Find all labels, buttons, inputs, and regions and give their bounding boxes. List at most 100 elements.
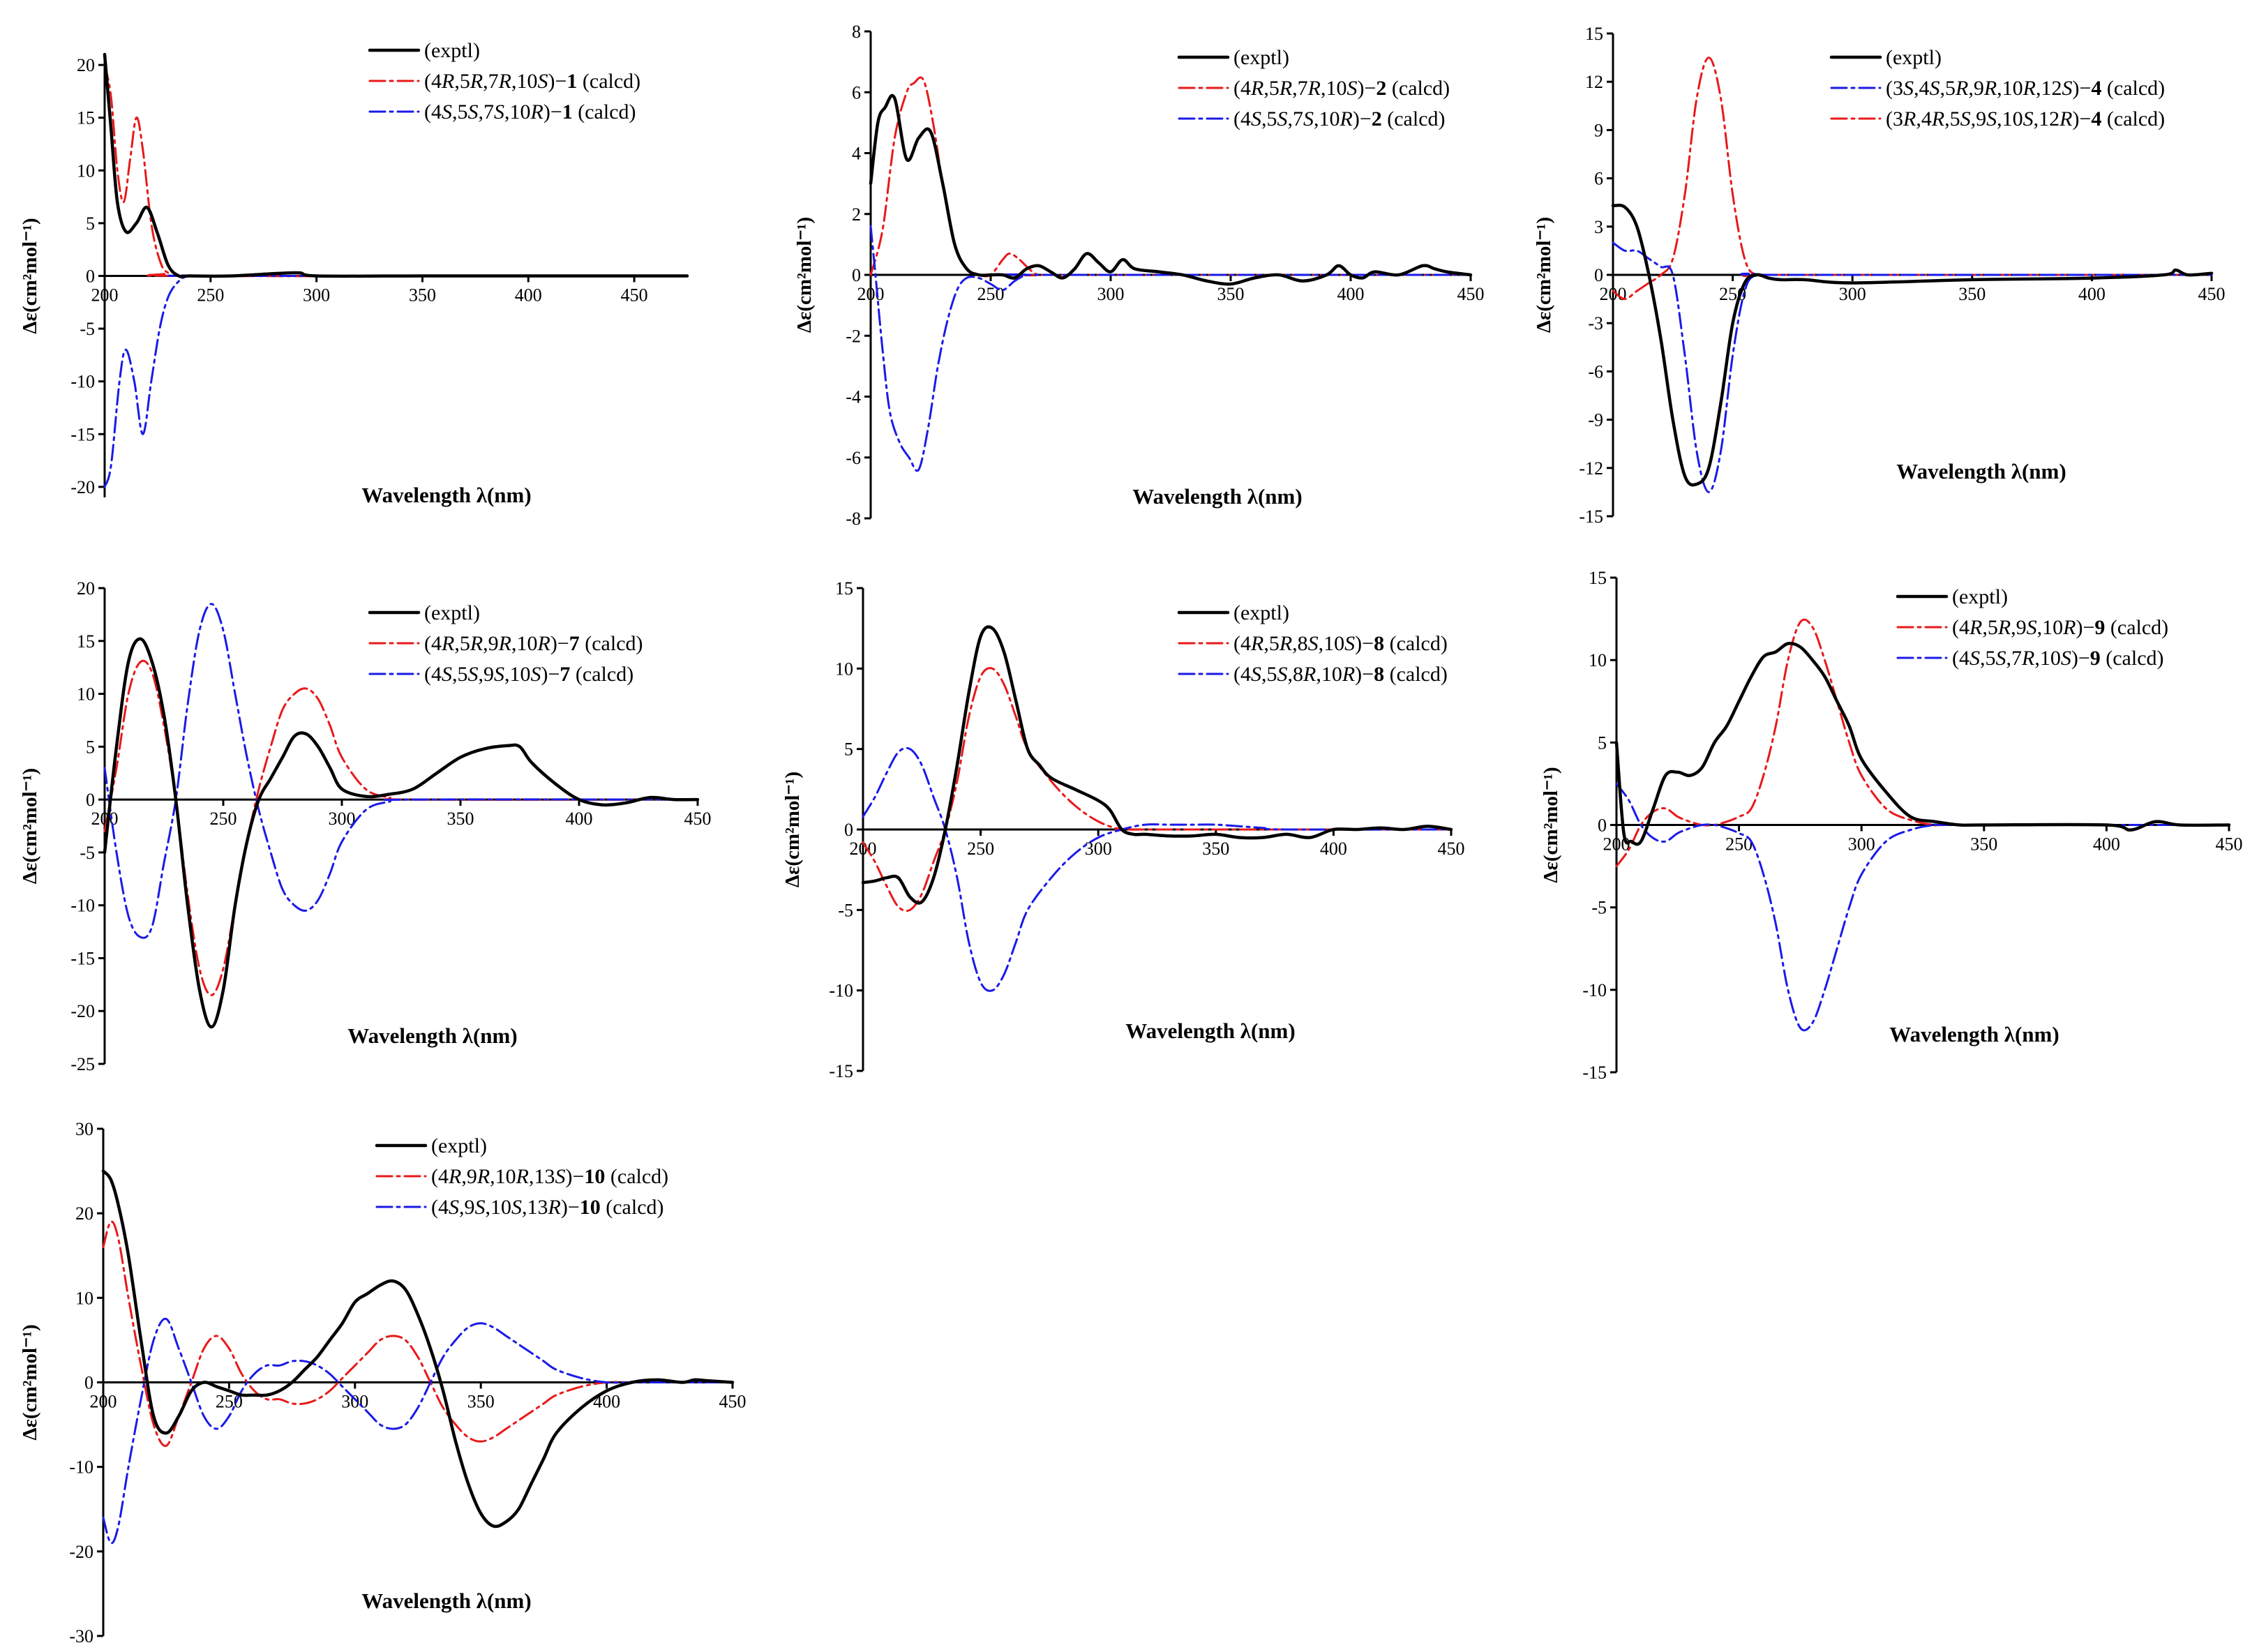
legend-text-run: ,5 — [1944, 107, 1960, 130]
y-tick-label: -6 — [1588, 361, 1603, 382]
legend-entry: (4R,5R,7R,10S)−2 (calcd) — [1233, 77, 1450, 100]
x-tick-label: 300 — [303, 285, 330, 306]
legend-text-run: (4 — [424, 70, 442, 93]
y-tick-label: 5 — [86, 737, 95, 757]
legend-entry: (4S,5S,7S,10R)−2 (calcd) — [1233, 107, 1446, 130]
y-tick-label: 2 — [852, 204, 861, 225]
y-tick-label: -10 — [70, 896, 95, 916]
x-tick-label: 400 — [1320, 839, 1347, 859]
legend-text-run: R — [1903, 107, 1916, 130]
series-line-calcd-2 — [1615, 782, 2230, 1032]
series-line-calcd-2 — [103, 603, 699, 939]
legend-text-run: ,10 — [1321, 77, 1347, 100]
legend: (exptl)(4R,5R,9R,10R)−7 (calcd)(4S,5S,9S… — [368, 601, 643, 686]
legend-text-run: R — [1340, 107, 1353, 130]
legend-text-run: (calcd) — [1382, 107, 1446, 130]
legend-text-run: (exptl) — [424, 601, 480, 624]
legend-text-run: S — [2023, 107, 2034, 130]
y-tick-label: -5 — [1591, 898, 1607, 918]
legend-text-run: S — [2027, 616, 2037, 639]
legend-text-run: ,7 — [1288, 107, 1304, 130]
legend-text-run: )− — [2072, 107, 2091, 130]
x-tick-label: 300 — [1085, 839, 1112, 859]
legend-entry: (exptl) — [1952, 585, 2008, 608]
y-tick-label: -15 — [829, 1061, 853, 1081]
legend-text-run: R — [470, 632, 483, 655]
legend-text-run: (4 — [1952, 616, 1969, 639]
y-tick-label: -3 — [1588, 313, 1603, 333]
legend: (exptl)(4R,9R,10R,13S)−10 (calcd)(4S,9S,… — [375, 1134, 668, 1219]
legend-text-run: R — [498, 632, 511, 655]
legend-text-run: (calcd) — [2101, 107, 2165, 130]
legend-text-run: R — [448, 1165, 461, 1188]
legend-text-run: R — [1983, 77, 1997, 100]
legend-entry: (4S,5S,9S,10S)−7 (calcd) — [424, 663, 633, 686]
legend-text-run: R — [1279, 632, 1292, 655]
legend-text-run: ,12 — [2034, 107, 2060, 130]
legend-text-run: 2 — [1376, 77, 1386, 100]
legend-text-run: ,8 — [1288, 663, 1304, 686]
legend-entry: (4R,5R,9S,10R)−9 (calcd) — [1952, 616, 2168, 639]
y-axis-label: Δε(cm²mol⁻¹) — [19, 218, 41, 333]
legend-text-run: 4 — [2091, 107, 2101, 130]
y-tick-label: 6 — [852, 82, 861, 103]
y-axis-label: Δε(cm²mol⁻¹) — [793, 217, 816, 333]
legend-text-run: R — [1969, 616, 1982, 639]
legend-text-run: ,5 — [452, 100, 468, 123]
y-tick-label: 4 — [852, 144, 861, 164]
series-line-exptl — [861, 625, 1453, 905]
chart-panel-1: -20 -15 -10 -5 0 5 10 15 20 200 250 300 350 400 450 Wav… — [19, 39, 689, 507]
y-tick-label: 0 — [1594, 265, 1603, 285]
legend-text-run: ,10 — [504, 663, 531, 686]
legend-text-run: S — [475, 1196, 486, 1219]
legend-text-run: (calcd) — [605, 1165, 668, 1188]
legend-entry: (4S,5S,7R,10S)−9 (calcd) — [1952, 647, 2164, 670]
legend-text-run: R — [1250, 632, 1263, 655]
x-tick-label: 300 — [329, 809, 356, 829]
x-tick-label: 200 — [91, 285, 119, 306]
legend-text-run: )− — [2071, 647, 2090, 670]
series-line-calcd-1 — [862, 667, 1453, 913]
legend-text-run: ,10 — [486, 1196, 512, 1219]
legend-text-run: S — [1251, 663, 1261, 686]
x-tick-label: 350 — [1202, 839, 1229, 859]
legend-text-run: R — [1955, 77, 1968, 100]
y-tick-label: 12 — [1585, 72, 1603, 92]
legend-text-run: (3 — [1886, 107, 1903, 130]
x-tick-label: 350 — [1958, 284, 1986, 304]
legend-text-run: R — [1997, 616, 2011, 639]
legend-text-run: ,5 — [454, 70, 470, 93]
legend-text-run: ,5 — [454, 632, 470, 655]
series-line-exptl — [1611, 203, 2214, 487]
legend-entry: (exptl) — [424, 601, 480, 624]
legend-text-run: (4 — [1233, 632, 1251, 655]
x-tick-label: 450 — [1457, 284, 1485, 304]
y-tick-label: -12 — [1579, 458, 1603, 479]
legend-text-run: S — [1251, 107, 1261, 130]
legend-text-run: )− — [561, 1196, 580, 1219]
series-line-exptl — [103, 637, 700, 1029]
legend-text-run: )− — [1355, 663, 1374, 686]
legend-text-run: ,10 — [1319, 632, 1345, 655]
legend-text-run: (calcd) — [570, 663, 633, 686]
legend-text-run: (calcd) — [1384, 663, 1448, 686]
y-tick-label: 0 — [1598, 816, 1607, 836]
legend-text-run: ,7 — [479, 100, 495, 123]
legend-entry: (exptl) — [1233, 601, 1289, 624]
legend-text-run: (exptl) — [424, 39, 480, 62]
y-axis-label: Δε(cm²mol⁻¹) — [1540, 767, 1562, 883]
y-tick-label: 0 — [86, 266, 95, 287]
legend-text-run: (calcd) — [580, 632, 643, 655]
legend-text-run: ,10 — [1316, 663, 1342, 686]
legend-entry: (4S,5S,7S,10R)−1 (calcd) — [424, 100, 636, 123]
legend-text-run: ,10 — [1314, 107, 1340, 130]
y-tick-label: 8 — [852, 22, 861, 42]
legend-text-run: ,10 — [511, 632, 538, 655]
legend-text-run: S — [1986, 107, 1997, 130]
legend-text-run: S — [1277, 663, 1288, 686]
x-tick-label: 250 — [977, 284, 1005, 304]
legend-text-run: S — [1303, 107, 1314, 130]
y-tick-label: 3 — [1594, 217, 1603, 237]
